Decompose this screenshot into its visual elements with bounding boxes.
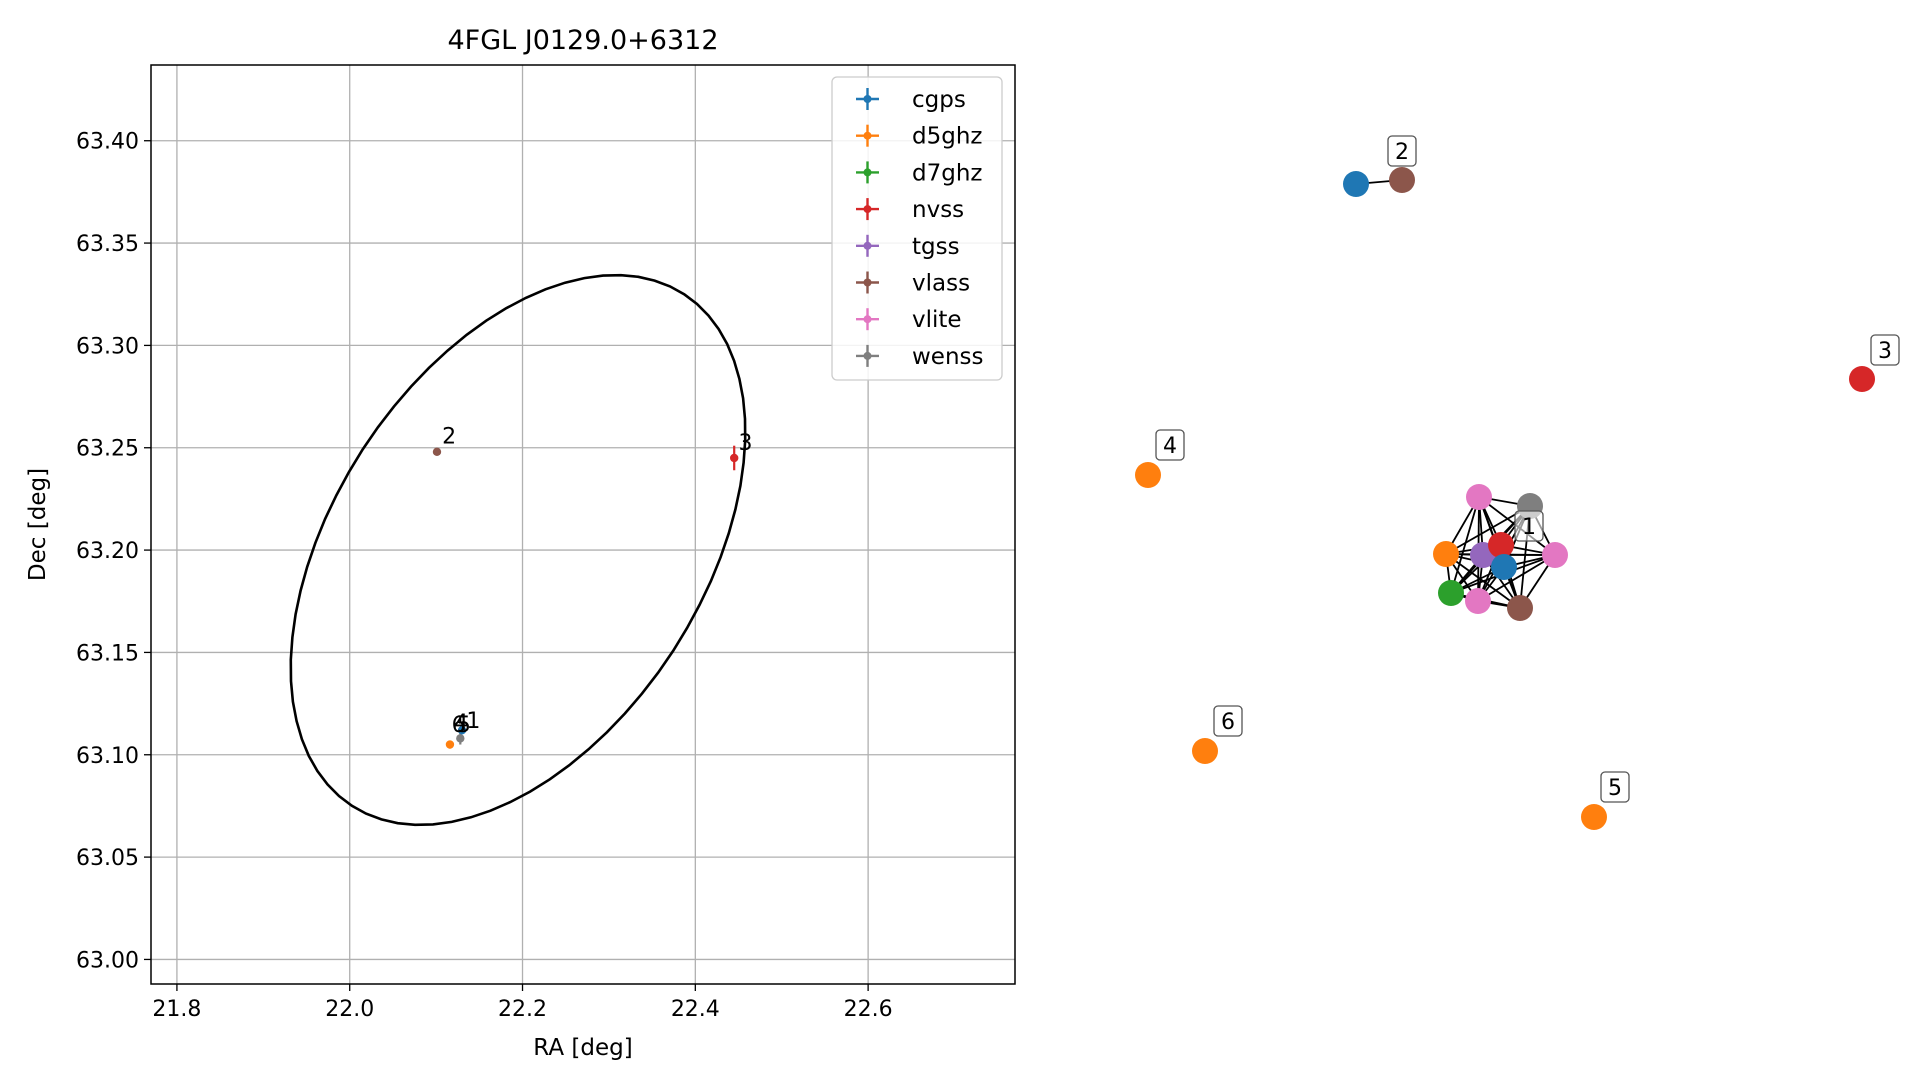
d5ghz-point [445, 740, 455, 749]
legend-marker-vlite [863, 315, 872, 324]
source-label: 3 [739, 431, 753, 456]
axes-frame [150, 64, 1016, 985]
graph-node-label: 5 [1600, 771, 1630, 803]
graph-edge [1450, 496, 1480, 594]
source-label: 4 [454, 711, 468, 736]
graph-node [1488, 532, 1514, 558]
legend-marker-wenss [863, 351, 872, 360]
network-graph: 1 2 3 4 5 6 [1135, 135, 1900, 830]
graph-node [1507, 595, 1533, 621]
node-label-box [1514, 510, 1544, 542]
graph-node [1849, 366, 1875, 392]
x-tick-label: 21.8 [152, 997, 201, 1022]
node-label-box [1387, 135, 1417, 167]
legend-marker-cgps [863, 95, 872, 103]
node-label-text: 2 [1395, 140, 1409, 165]
cgps-point [457, 726, 467, 735]
node-label-box [1600, 771, 1630, 803]
node-label-text: 6 [1221, 710, 1235, 735]
y-tick-label: 63.25 [76, 437, 139, 462]
node-label-text: 1 [1522, 515, 1536, 540]
graph-node [1491, 554, 1517, 580]
x-tick-label: 22.4 [671, 997, 720, 1022]
y-tick-label: 63.15 [76, 641, 139, 666]
chart-title: 4FGL J0129.0+6312 [447, 25, 718, 56]
graph-node [1465, 588, 1491, 614]
wenss-point [456, 734, 465, 743]
legend-marker-d5ghz [863, 131, 872, 140]
nvss-point [730, 453, 739, 463]
legend: cgps d5ghz d7ghz nvss tgss vlass vlite wenss [831, 76, 1003, 381]
y-tick-label: 63.10 [76, 744, 139, 769]
source-label: 5 [457, 713, 471, 738]
node-label-text: 4 [1163, 434, 1177, 459]
x-tick-label: 22.6 [844, 997, 893, 1022]
graph-node-label: 1 [1514, 510, 1544, 542]
graph-edge [1477, 554, 1556, 602]
x-tick-label: 22.2 [498, 997, 547, 1022]
graph-node [1466, 484, 1492, 510]
graph-node [1581, 804, 1607, 830]
data-points [432, 445, 739, 749]
graph-node [1542, 542, 1568, 568]
graph-node [1438, 580, 1464, 606]
legend-marker-nvss [863, 205, 872, 214]
y-tick-label: 63.30 [76, 334, 139, 359]
y-axis-label: Dec [deg] [25, 468, 51, 581]
x-tick-label: 22.0 [325, 997, 374, 1022]
graph-node [1389, 167, 1415, 193]
axis-ticks: 21.8 22.0 22.2 22.4 22.6 63.00 63.05 63.10 63.15… [76, 130, 893, 1022]
legend-marker-d7ghz [863, 168, 872, 177]
graph-node [1433, 541, 1459, 567]
error-ellipse-layer [289, 273, 747, 827]
legend-box [831, 76, 1003, 381]
legend-label-cgps: cgps [912, 87, 966, 113]
graph-node-label: 3 [1870, 334, 1900, 366]
legend-label-wenss: wenss [912, 344, 984, 370]
legend-label-d7ghz: d7ghz [912, 160, 982, 186]
graph-node [1343, 171, 1369, 197]
source-label: 1 [466, 709, 480, 734]
y-tick-label: 63.35 [76, 232, 139, 257]
graph-node-label: 4 [1155, 429, 1185, 461]
graph-node-label: 2 [1387, 135, 1417, 167]
error-ellipse [289, 273, 747, 827]
source-label: 2 [442, 425, 456, 450]
y-tick-label: 63.40 [76, 130, 139, 155]
graph-node-labels: 1 2 3 4 5 6 [1155, 135, 1900, 803]
y-tick-label: 63.05 [76, 846, 139, 871]
legend-label-d5ghz: d5ghz [912, 124, 982, 150]
node-label-text: 5 [1608, 776, 1622, 801]
graph-node [1192, 738, 1218, 764]
legend-marker-vlass [863, 278, 872, 287]
legend-marker-tgss [863, 241, 872, 250]
node-label-box [1155, 429, 1185, 461]
legend-label-nvss: nvss [912, 197, 964, 223]
y-tick-label: 63.20 [76, 539, 139, 564]
y-tick-label: 63.00 [76, 948, 139, 973]
x-axis-label: RA [deg] [533, 1035, 632, 1061]
source-label: 6 [452, 713, 466, 738]
graph-node-label: 6 [1213, 705, 1243, 737]
legend-label-tgss: tgss [912, 234, 960, 260]
node-label-text: 3 [1878, 339, 1892, 364]
vlass-point [432, 447, 442, 457]
node-label-box [1870, 334, 1900, 366]
node-label-box [1213, 705, 1243, 737]
legend-label-vlite: vlite [912, 307, 962, 333]
legend-label-vlass: vlass [912, 271, 970, 297]
graph-edges [1355, 179, 1556, 609]
graph-node [1135, 462, 1161, 488]
graph-nodes [1135, 167, 1875, 830]
